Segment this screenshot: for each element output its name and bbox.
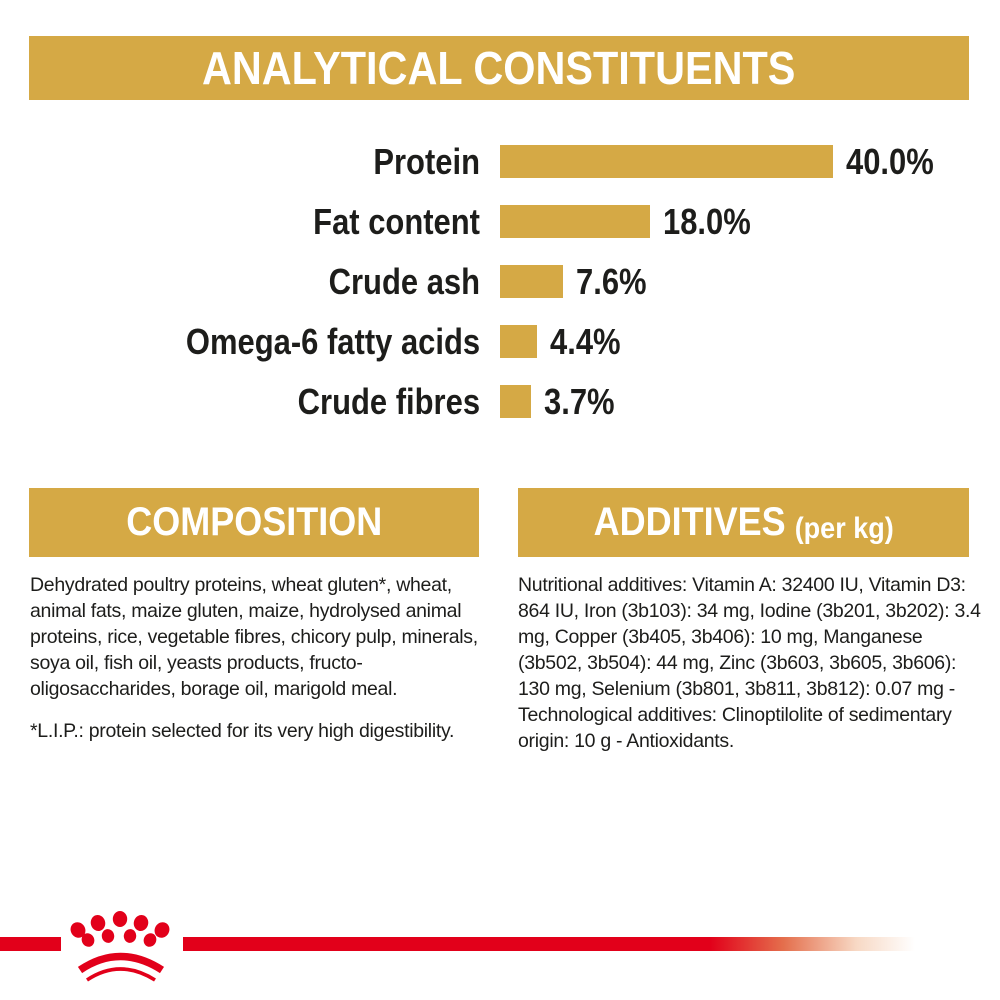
chart-row: Fat content 18.0%: [0, 201, 1000, 242]
composition-banner: COMPOSITION: [29, 488, 479, 557]
bar: [500, 325, 537, 358]
bar: [500, 205, 650, 238]
additives-heading-suffix: (per kg): [794, 512, 894, 545]
additives-heading: ADDITIVES: [593, 500, 786, 544]
bar-label: Crude ash: [328, 261, 480, 302]
brand-stripe-left: [0, 937, 61, 951]
analytical-constituents-banner: ANALYTICAL CONSTITUENTS: [29, 36, 969, 100]
bar: [500, 385, 531, 418]
bar: [500, 265, 564, 298]
bar-label: Crude fibres: [297, 381, 480, 422]
bar-value: 7.6%: [576, 261, 647, 302]
bar-label: Omega-6 fatty acids: [185, 321, 480, 362]
chart-row: Omega-6 fatty acids 4.4%: [0, 321, 1000, 362]
bar-value: 4.4%: [549, 321, 621, 362]
bar-label: Protein: [373, 141, 480, 182]
chart-row: Protein 40.0%: [0, 141, 1000, 182]
additives-body: Nutritional additives: Vitamin A: 32400 …: [518, 574, 981, 752]
bar-chart: Protein 40.0% Fat content 18.0% Crude ash 7.6…: [0, 141, 1000, 445]
composition-body: Dehydrated poultry proteins, wheat glute…: [30, 574, 478, 700]
additives-heading-wrap: ADDITIVES (per kg): [593, 500, 893, 545]
additives-banner: ADDITIVES (per kg): [518, 488, 969, 557]
chart-row: Crude fibres 3.7%: [0, 381, 1000, 422]
analytical-constituents-title: ANALYTICAL CONSTITUENTS: [202, 42, 796, 94]
lip-footnote: *L.I.P.: protein selected for its very h…: [30, 720, 455, 742]
chart-row: Crude ash 7.6%: [0, 261, 1000, 302]
bar-value: 3.7%: [543, 381, 615, 422]
composition-heading: COMPOSITION: [125, 500, 382, 544]
bar-value: 18.0%: [662, 201, 751, 242]
royal-canin-crown-icon: [70, 911, 170, 982]
crown-dots: [70, 911, 170, 947]
composition-text-block: Dehydrated poultry proteins, wheat glute…: [30, 572, 492, 744]
additives-text-block: Nutritional additives: Vitamin A: 32400 …: [518, 572, 982, 754]
crown-base-arcs: [77, 952, 165, 982]
bar-label: Fat content: [313, 201, 480, 242]
bar-value: 40.0%: [846, 141, 934, 182]
bar: [500, 145, 833, 178]
brand-stripe-right: [183, 937, 915, 951]
